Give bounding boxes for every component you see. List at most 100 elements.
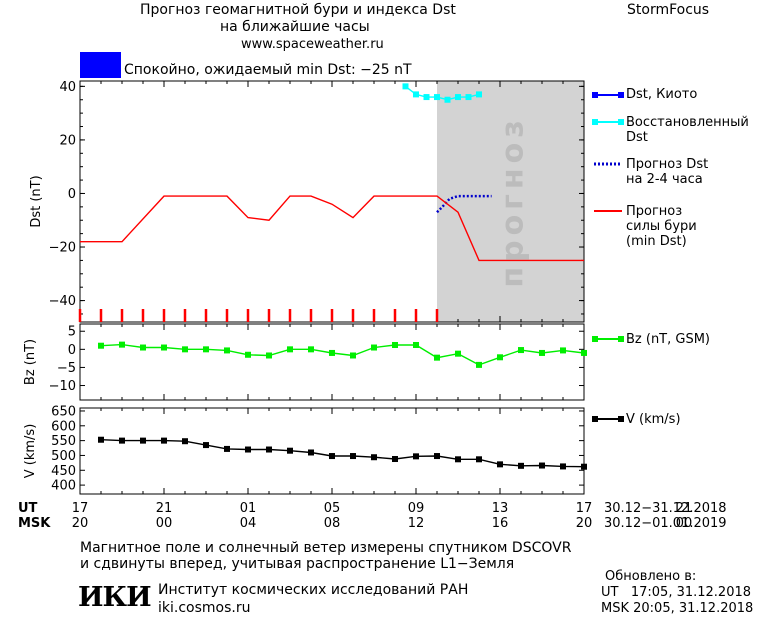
xtick-label-msk: 00 bbox=[156, 516, 173, 531]
panel-frame-bz bbox=[79, 323, 585, 401]
data-point-v-0 bbox=[434, 453, 440, 460]
data-point-bz-0 bbox=[560, 347, 566, 354]
data-point-bz-0 bbox=[455, 350, 461, 357]
iki-logo: ИКИ bbox=[78, 582, 152, 613]
data-point-dst-0 bbox=[465, 94, 472, 101]
legend-swatch-marker-1-b bbox=[618, 119, 624, 125]
series-line-dst-1 bbox=[436, 194, 492, 214]
data-point-v-0 bbox=[266, 446, 272, 453]
series-line-dst-2 bbox=[80, 195, 584, 262]
data-point-v-0 bbox=[476, 456, 482, 463]
data-point-v-0 bbox=[413, 453, 419, 460]
data-point-v-0 bbox=[140, 437, 146, 444]
data-point-bz-0 bbox=[266, 352, 272, 359]
ylabel-v: V (km/s) bbox=[23, 424, 38, 479]
data-point-bz-0 bbox=[413, 341, 419, 348]
institute-name: Институт космических исследований РАН bbox=[158, 582, 469, 598]
xtick-label-ut: 17 bbox=[576, 501, 593, 516]
x-axis-ut-label: UT bbox=[18, 501, 38, 516]
ytick-label-dst: −40 bbox=[49, 294, 76, 309]
ytick-label-v: 550 bbox=[51, 434, 76, 449]
forecast-band-label: прогноз bbox=[496, 115, 531, 287]
xtick-label-ut: 09 bbox=[408, 501, 425, 516]
data-point-bz-0 bbox=[581, 349, 587, 356]
data-point-v-0 bbox=[518, 462, 524, 469]
data-point-bz-0 bbox=[434, 354, 440, 361]
legend-swatch-marker-4 bbox=[592, 336, 598, 342]
data-point-bz-0 bbox=[203, 346, 209, 353]
data-point-v-0 bbox=[497, 461, 503, 468]
xtick-label-ut: 05 bbox=[324, 501, 341, 516]
data-point-bz-0 bbox=[182, 346, 188, 353]
ytick-label-v: 400 bbox=[51, 479, 76, 494]
data-point-bz-0 bbox=[518, 347, 524, 354]
data-point-bz-0 bbox=[371, 344, 377, 351]
legend-dst-forecast: Прогноз Dst на 2-4 часа bbox=[626, 157, 709, 187]
data-point-bz-0 bbox=[98, 342, 104, 349]
panel-frame-v bbox=[79, 407, 585, 495]
xtick-label-ut: 17 bbox=[72, 501, 89, 516]
ytick-label-v: 450 bbox=[51, 464, 76, 479]
data-point-v-0 bbox=[203, 442, 209, 449]
legend-swatch-marker-0-b bbox=[618, 92, 624, 98]
x-axis-ut-dates: 30.12−31.12.2018 bbox=[604, 501, 727, 516]
data-point-dst-0 bbox=[455, 94, 461, 101]
data-point-v-0 bbox=[560, 463, 566, 470]
legend-swatch-marker-0 bbox=[592, 92, 598, 98]
data-point-bz-0 bbox=[476, 361, 482, 368]
data-point-bz-0 bbox=[224, 347, 230, 354]
ytick-label-bz: 0 bbox=[68, 343, 76, 358]
xtick-label-msk: 20 bbox=[576, 516, 593, 531]
data-point-bz-0 bbox=[161, 344, 167, 351]
data-point-dst-0 bbox=[413, 91, 419, 98]
ytick-label-v: 600 bbox=[51, 419, 76, 434]
data-point-bz-0 bbox=[287, 346, 293, 353]
xtick-label-msk: 20 bbox=[72, 516, 89, 531]
data-point-bz-0 bbox=[329, 349, 335, 356]
series-line-bz-0 bbox=[100, 343, 585, 366]
status-text: Спокойно, ожидаемый min Dst: −25 nT bbox=[124, 62, 412, 78]
ytick-label-dst: −20 bbox=[49, 241, 76, 256]
ylabel-dst: Dst (nT) bbox=[29, 175, 44, 227]
footer-note-line1: Магнитное поле и солнечный ветер измерен… bbox=[80, 540, 572, 556]
data-point-bz-0 bbox=[308, 346, 314, 353]
data-point-v-0 bbox=[371, 454, 377, 461]
ytick-label-v: 500 bbox=[51, 449, 76, 464]
legend-storm-forecast: Прогноз силы бури (min Dst) bbox=[626, 204, 697, 249]
data-point-dst-0 bbox=[476, 91, 482, 98]
data-point-v-0 bbox=[581, 463, 587, 470]
data-point-v-0 bbox=[182, 438, 188, 445]
page-title-line2: на ближайшие часы bbox=[220, 19, 370, 35]
ytick-label-dst: 40 bbox=[59, 80, 76, 95]
ytick-label-v: 650 bbox=[51, 404, 76, 419]
x-axis-msk-label: MSK bbox=[18, 516, 51, 531]
xtick-label-msk: 00 bbox=[676, 516, 693, 531]
data-point-v-0 bbox=[287, 447, 293, 454]
data-point-bz-0 bbox=[119, 341, 125, 348]
data-point-v-0 bbox=[392, 456, 398, 463]
updated-label: Обновлено в: bbox=[605, 569, 697, 584]
xtick-label-ut: 21 bbox=[676, 501, 693, 516]
ytick-label-dst: 20 bbox=[59, 133, 76, 148]
data-point-bz-0 bbox=[392, 341, 398, 348]
data-point-bz-0 bbox=[245, 351, 251, 358]
xtick-label-msk: 16 bbox=[492, 516, 509, 531]
updated-msk: MSK 20:05, 31.12.2018 bbox=[601, 601, 754, 616]
ytick-label-bz: −10 bbox=[49, 379, 76, 394]
legend-dst-kyoto: Dst, Киото bbox=[626, 87, 698, 102]
legend-restored-dst: Восстановленный Dst bbox=[626, 115, 749, 145]
data-point-v-0 bbox=[350, 453, 356, 460]
legend-swatch-marker-4-b bbox=[618, 336, 624, 342]
brand-label: StormFocus bbox=[627, 2, 710, 18]
data-point-v-0 bbox=[308, 449, 314, 456]
series-line-v-0 bbox=[100, 439, 585, 468]
data-point-bz-0 bbox=[350, 352, 356, 359]
legend-swatch-marker-1 bbox=[592, 119, 598, 125]
data-point-v-0 bbox=[455, 456, 461, 463]
data-point-v-0 bbox=[119, 437, 125, 444]
ytick-label-dst: 0 bbox=[68, 187, 76, 202]
source-url: www.spaceweather.ru bbox=[241, 37, 384, 52]
institute-url[interactable]: iki.cosmos.ru bbox=[158, 600, 251, 616]
legend-bz: Bz (nT, GSM) bbox=[626, 332, 711, 347]
xtick-label-msk: 04 bbox=[240, 516, 257, 531]
